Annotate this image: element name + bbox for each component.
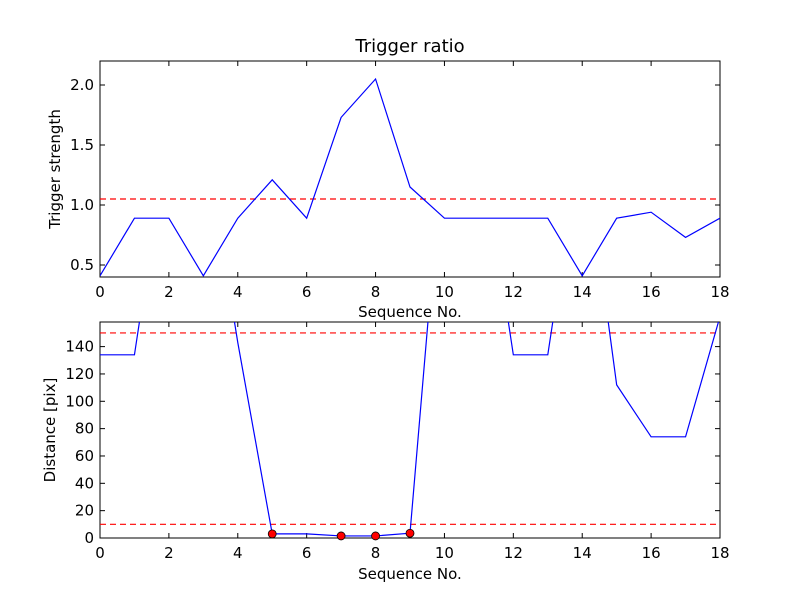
data-point-marker (405, 528, 415, 538)
y-tick-label: 1.0 (70, 196, 94, 214)
x-tick-label: 12 (504, 283, 523, 301)
data-point-marker (267, 529, 277, 539)
x-tick-label: 10 (435, 283, 454, 301)
x-tick-label: 0 (95, 544, 105, 562)
top-chart-title: Trigger ratio (354, 36, 464, 57)
x-tick-label: 0 (95, 283, 105, 301)
y-tick-label: 120 (65, 365, 94, 383)
top-chart: Trigger ratio 0 2 4 6 8 10 12 14 16 18 0.5 1.0 1.5 2… (46, 36, 730, 321)
bottom-y-axis-label: Distance [pix] (41, 378, 59, 483)
x-tick-label: 6 (302, 283, 312, 301)
data-point-marker (371, 531, 380, 541)
top-y-axis-label: Trigger strength (46, 109, 64, 230)
bottom-plot-frame (99, 321, 721, 539)
x-tick-label: 16 (642, 283, 661, 301)
x-tick-label: 12 (504, 544, 523, 562)
x-tick-label: 14 (573, 283, 592, 301)
x-tick-label: 4 (233, 283, 243, 301)
x-tick-label: 18 (710, 544, 729, 562)
x-tick-label: 2 (164, 544, 174, 562)
x-tick-label: 10 (435, 544, 454, 562)
y-tick-label: 100 (65, 392, 94, 410)
top-series (100, 77, 720, 277)
x-tick-label: 14 (573, 544, 592, 562)
x-tick-label: 16 (642, 544, 661, 562)
x-tick-label: 2 (164, 283, 174, 301)
bottom-x-ticks: 0 2 4 6 8 10 12 14 16 18 (95, 322, 730, 562)
data-point-marker (336, 531, 346, 541)
y-tick-label: 0 (84, 529, 94, 547)
y-tick-label: 2.0 (70, 76, 94, 94)
bottom-y-ticks: 0 20 40 60 80 100 120 140 (65, 338, 720, 547)
series-line (100, 322, 720, 537)
y-tick-label: 60 (75, 447, 94, 465)
bottom-x-axis-label: Sequence No. (358, 565, 462, 583)
top-x-axis-label: Sequence No. (358, 303, 462, 321)
series-line (100, 77, 720, 277)
top-x-ticks: 0 2 4 6 8 10 12 14 16 18 (95, 61, 730, 301)
bottom-thresholds (100, 332, 720, 525)
x-tick-label: 8 (371, 283, 381, 301)
x-tick-label: 18 (710, 283, 729, 301)
y-tick-label: 1.5 (70, 136, 94, 154)
y-tick-label: 0.5 (70, 256, 94, 274)
x-tick-label: 8 (371, 544, 381, 562)
top-plot-frame (99, 60, 721, 278)
y-tick-label: 80 (75, 420, 94, 438)
bottom-markers (267, 528, 415, 541)
bottom-chart: 0 2 4 6 8 10 12 14 16 18 0 20 40 60 80 100 120 140 Seque… (41, 321, 730, 583)
x-tick-label: 4 (233, 544, 243, 562)
x-tick-label: 6 (302, 544, 312, 562)
bottom-series (100, 322, 720, 537)
y-tick-label: 40 (75, 474, 94, 492)
y-tick-label: 20 (75, 502, 94, 520)
y-tick-label: 140 (65, 338, 94, 356)
top-y-ticks: 0.5 1.0 1.5 2.0 (70, 76, 720, 274)
